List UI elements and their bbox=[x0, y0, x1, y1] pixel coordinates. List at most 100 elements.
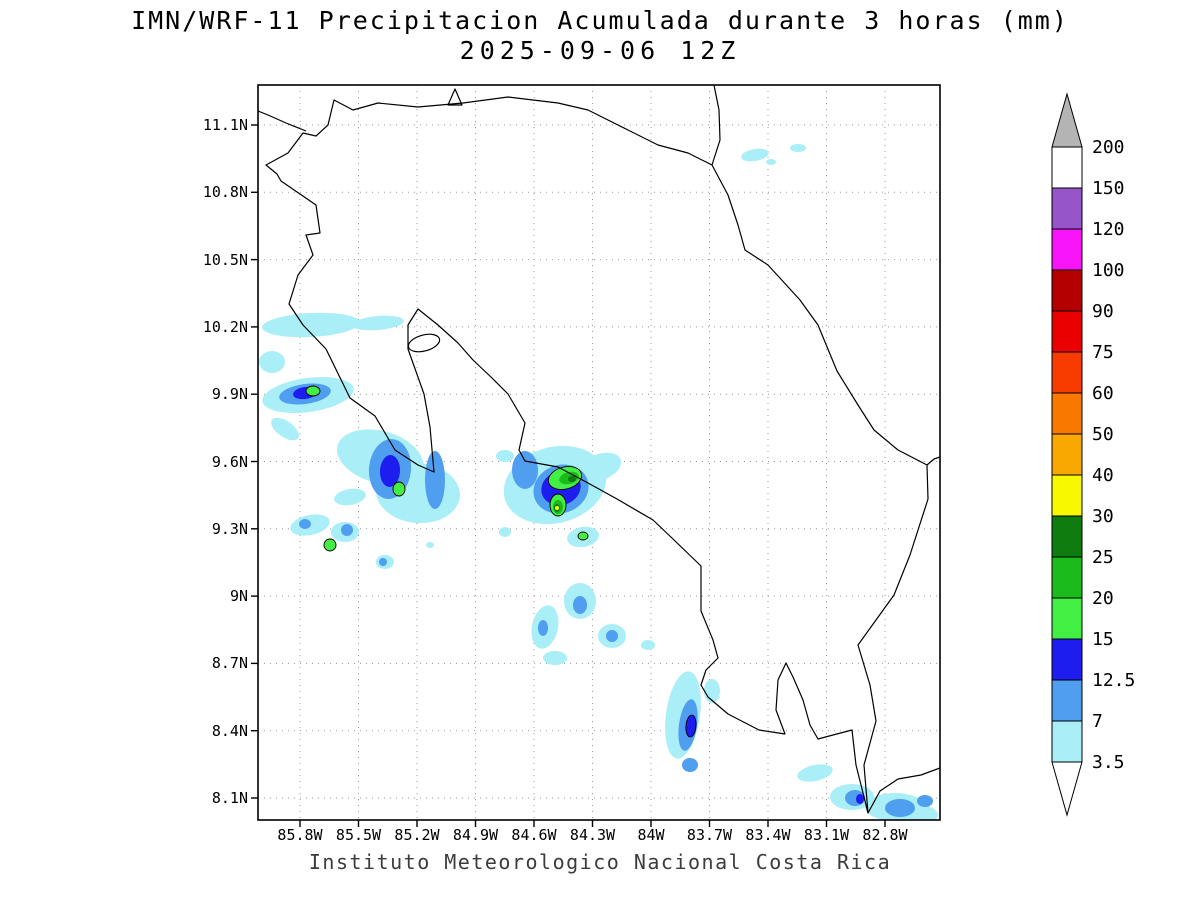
colorbar-tick-label: 12.5 bbox=[1092, 670, 1135, 691]
precipitation-blob bbox=[352, 315, 404, 331]
precipitation-blob bbox=[573, 596, 587, 614]
precipitation-blob bbox=[797, 764, 833, 782]
colorbar-tick-label: 7 bbox=[1092, 711, 1103, 732]
coastline-path bbox=[711, 85, 721, 166]
y-axis-tick-label: 10.5N bbox=[202, 250, 248, 269]
x-axis-tick-label: 84.3W bbox=[569, 826, 616, 844]
colorbar-segment bbox=[1051, 269, 1083, 312]
colorbar-tick-label: 60 bbox=[1092, 383, 1114, 404]
x-axis-tick-label: 84W bbox=[637, 826, 665, 844]
plot-subtitle: 2025-09-06 12Z bbox=[459, 36, 741, 65]
axis-tick-marks bbox=[251, 124, 886, 827]
colorbar-tick-label: 200 bbox=[1092, 137, 1125, 158]
y-axis-tick-label: 8.4N bbox=[211, 721, 248, 740]
x-axis-tick-label: 84.9W bbox=[452, 826, 499, 844]
colorbar-segment bbox=[1051, 187, 1083, 230]
coastline bbox=[258, 85, 940, 814]
colorbar-segment bbox=[1051, 310, 1083, 353]
coastline-path bbox=[447, 88, 463, 106]
precipitation-blob bbox=[538, 620, 548, 636]
colorbar-tick-label: 100 bbox=[1092, 260, 1125, 281]
precipitation-blob bbox=[606, 630, 618, 642]
precipitation-blob bbox=[262, 312, 360, 338]
colorbar-segment bbox=[1051, 433, 1083, 476]
y-axis-tick-label: 8.7N bbox=[211, 654, 248, 673]
precipitation-blob bbox=[323, 538, 337, 552]
precipitation-blob bbox=[885, 799, 915, 817]
precipitation-blob bbox=[499, 527, 511, 537]
precipitation-blob bbox=[578, 452, 622, 482]
colorbar-segment bbox=[1051, 146, 1083, 189]
x-axis-tick-label: 83.4W bbox=[745, 826, 791, 844]
y-axis-tick-label: 10.2N bbox=[202, 317, 248, 336]
footer-text: Instituto Meteorologico Nacional Costa R… bbox=[308, 850, 892, 874]
colorbar-segment bbox=[1051, 515, 1083, 558]
colorbar-tick-label: 150 bbox=[1092, 178, 1125, 199]
precipitation-blob bbox=[543, 651, 567, 665]
map-canvas bbox=[251, 84, 941, 827]
colorbar-segment bbox=[1051, 392, 1083, 435]
precipitation-blob bbox=[271, 417, 299, 441]
colorbar-tick-label: 75 bbox=[1092, 342, 1114, 363]
precipitation-blob bbox=[379, 558, 387, 566]
colorbar-segment bbox=[1051, 351, 1083, 394]
plot-frame bbox=[257, 84, 941, 821]
coastline-path bbox=[926, 456, 940, 466]
x-axis-tick-label: 85.8W bbox=[277, 826, 323, 844]
colorbar-segment bbox=[1051, 228, 1083, 271]
x-axis-tick-label: 85.5W bbox=[335, 826, 382, 844]
precipitation-blob bbox=[379, 455, 401, 487]
x-axis-tick-label: 83.1W bbox=[803, 826, 850, 844]
precipitation-blob bbox=[512, 451, 538, 489]
colorbar-bottom-arrow bbox=[1051, 761, 1083, 817]
colorbar-tick-label: 3.5 bbox=[1092, 752, 1125, 773]
precipitation-blob bbox=[426, 542, 434, 548]
colorbar-tick-label: 15 bbox=[1092, 629, 1114, 650]
y-axis-tick-label: 9.3N bbox=[211, 519, 248, 538]
precipitation-field bbox=[259, 144, 938, 820]
y-axis-tick-label: 8.1N bbox=[211, 789, 248, 807]
precipitation-blob bbox=[577, 531, 589, 541]
colorbar: 200 150 120 100 90 75 60 50 40 30 25 20 15 12.5 7 3.5 bbox=[1051, 92, 1135, 817]
colorbar-tick-label: 20 bbox=[1092, 588, 1114, 609]
colorbar-segment bbox=[1051, 720, 1083, 763]
plot-title: IMN/WRF-11 Precipitacion Acumulada duran… bbox=[131, 6, 1069, 35]
colorbar-tick-label: 30 bbox=[1092, 506, 1114, 527]
colorbar-tick-label: 40 bbox=[1092, 465, 1114, 486]
x-axis-tick-label: 84.6W bbox=[511, 826, 557, 844]
island-outline bbox=[407, 333, 441, 353]
colorbar-tick-label: 50 bbox=[1092, 424, 1114, 445]
precipitation-blob bbox=[685, 714, 697, 738]
coastline-path bbox=[258, 110, 307, 132]
precipitation-blob bbox=[496, 450, 514, 462]
precipitation-blob bbox=[334, 488, 366, 506]
precipitation-blob bbox=[299, 519, 311, 529]
y-axis-tick-label: 10.8N bbox=[202, 183, 248, 202]
precipitation-blob bbox=[641, 640, 655, 650]
colorbar-top-arrow bbox=[1051, 92, 1083, 148]
x-axis-tick-label: 85.2W bbox=[394, 826, 440, 844]
colorbar-segment bbox=[1051, 474, 1083, 517]
precipitation-blob bbox=[682, 758, 698, 772]
x-axis-tick-label: 83.7W bbox=[686, 826, 733, 844]
coastline-path bbox=[867, 767, 940, 814]
precipitation-blob bbox=[425, 451, 445, 509]
y-axis-tick-label: 11.1N bbox=[202, 116, 248, 134]
y-axis-tick-label: 9N bbox=[229, 587, 248, 606]
colorbar-tick-label: 25 bbox=[1092, 547, 1114, 568]
y-axis-tick-label: 9.6N bbox=[211, 452, 248, 471]
colorbar-tick-label: 90 bbox=[1092, 301, 1114, 322]
precipitation-blob bbox=[790, 144, 806, 152]
colorbar-segment bbox=[1051, 679, 1083, 722]
precipitation-blob bbox=[568, 476, 576, 482]
precipitation-blob bbox=[856, 794, 864, 804]
colorbar-segment bbox=[1051, 638, 1083, 681]
x-axis-tick-label: 82.8W bbox=[862, 826, 908, 844]
precipitation-blob bbox=[555, 506, 559, 510]
colorbar-segment bbox=[1051, 556, 1083, 599]
precipitation-blob bbox=[259, 351, 285, 373]
precipitation-blob bbox=[741, 148, 769, 162]
precipitation-blob bbox=[341, 524, 353, 536]
precipitation-blob bbox=[305, 385, 321, 397]
